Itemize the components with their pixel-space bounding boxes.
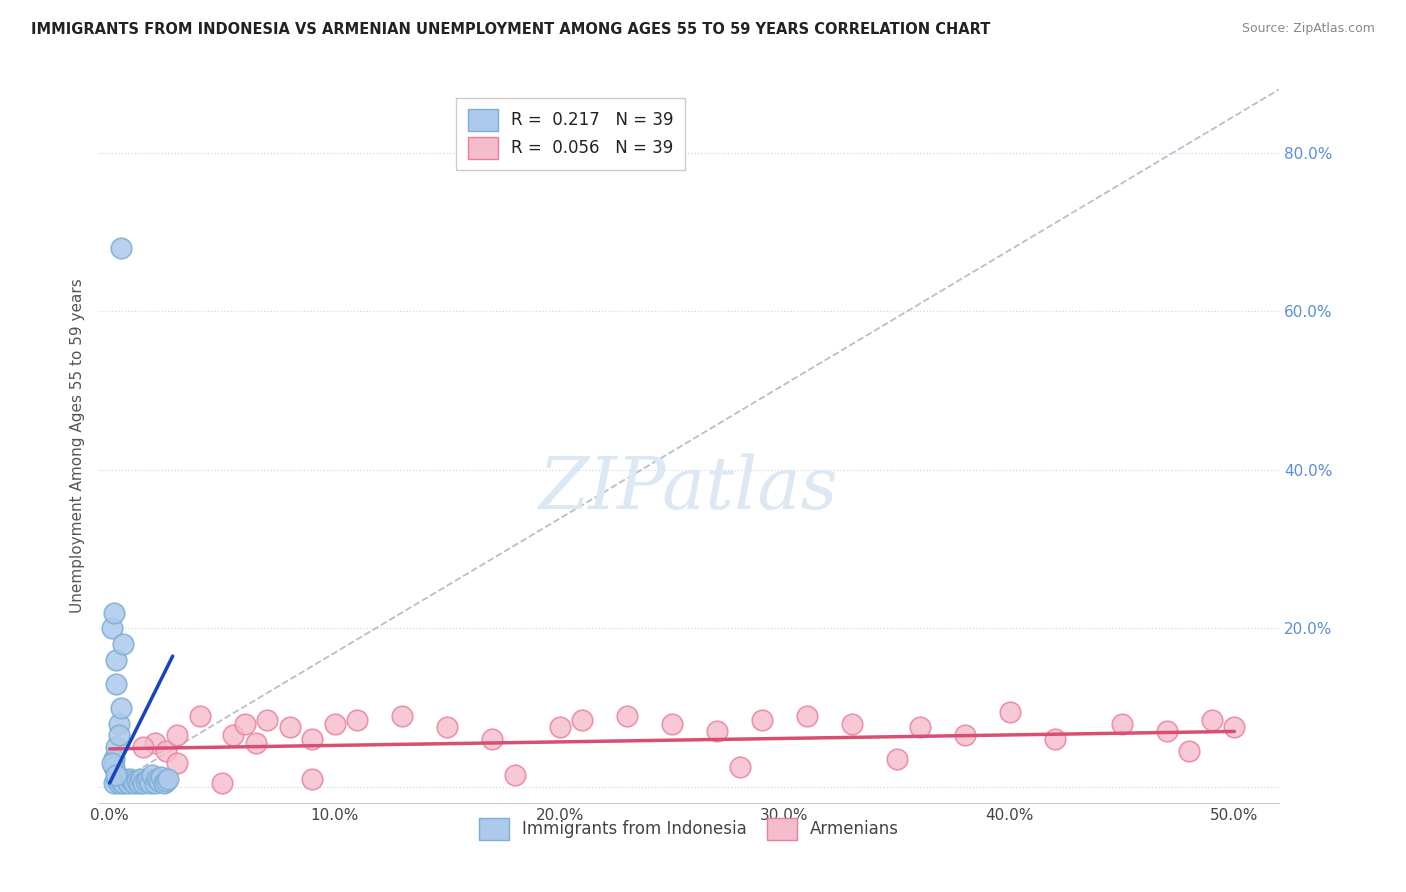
Text: Source: ZipAtlas.com: Source: ZipAtlas.com <box>1241 22 1375 36</box>
Point <box>135 773 157 788</box>
Point <box>112 637 135 651</box>
Point <box>105 653 128 667</box>
Point <box>105 772 128 786</box>
Point <box>998 705 1021 719</box>
Point <box>211 776 233 790</box>
Point <box>301 772 323 786</box>
Point <box>886 752 908 766</box>
Point <box>148 773 170 788</box>
Point <box>114 772 136 786</box>
Point <box>1223 721 1246 735</box>
Point <box>1111 716 1133 731</box>
Point <box>143 776 166 790</box>
Point <box>481 732 503 747</box>
Point <box>105 768 128 782</box>
Point <box>751 713 773 727</box>
Point <box>103 606 125 620</box>
Point <box>117 776 139 790</box>
Point <box>128 776 150 790</box>
Point <box>110 700 132 714</box>
Point <box>728 760 751 774</box>
Point <box>150 771 173 785</box>
Point <box>796 708 818 723</box>
Point <box>222 728 245 742</box>
Point <box>110 241 132 255</box>
Point <box>1156 724 1178 739</box>
Point <box>107 716 129 731</box>
Point <box>141 768 163 782</box>
Point <box>157 772 180 786</box>
Point <box>166 728 188 742</box>
Point <box>1178 744 1201 758</box>
Point <box>101 756 124 771</box>
Point <box>139 776 162 790</box>
Point <box>548 721 571 735</box>
Point <box>323 716 346 731</box>
Point <box>301 732 323 747</box>
Point <box>129 772 152 786</box>
Point <box>155 744 177 758</box>
Point <box>616 708 638 723</box>
Point <box>908 721 931 735</box>
Point <box>110 773 132 788</box>
Point <box>436 721 458 735</box>
Point <box>101 621 124 635</box>
Point <box>124 776 146 790</box>
Point <box>278 721 301 735</box>
Point <box>503 768 526 782</box>
Point <box>103 760 125 774</box>
Point <box>233 716 256 731</box>
Point <box>391 708 413 723</box>
Point <box>155 773 177 788</box>
Point <box>103 776 125 790</box>
Point <box>346 713 368 727</box>
Point <box>103 752 125 766</box>
Point <box>146 772 169 786</box>
Point <box>706 724 728 739</box>
Point <box>245 736 267 750</box>
Point <box>571 713 593 727</box>
Text: ZIPatlas: ZIPatlas <box>538 453 839 524</box>
Point <box>105 740 128 755</box>
Text: IMMIGRANTS FROM INDONESIA VS ARMENIAN UNEMPLOYMENT AMONG AGES 55 TO 59 YEARS COR: IMMIGRANTS FROM INDONESIA VS ARMENIAN UN… <box>31 22 990 37</box>
Point <box>152 776 174 790</box>
Point <box>1043 732 1066 747</box>
Y-axis label: Unemployment Among Ages 55 to 59 years: Unemployment Among Ages 55 to 59 years <box>69 278 84 614</box>
Point <box>1201 713 1223 727</box>
Point <box>256 713 278 727</box>
Point <box>841 716 863 731</box>
Point <box>112 776 135 790</box>
Point <box>132 740 155 755</box>
Point <box>118 772 141 786</box>
Legend: Immigrants from Indonesia, Armenians: Immigrants from Indonesia, Armenians <box>471 810 907 848</box>
Point <box>136 772 159 786</box>
Point <box>953 728 976 742</box>
Point <box>105 677 128 691</box>
Point <box>661 716 683 731</box>
Point <box>125 773 148 788</box>
Point <box>121 773 143 788</box>
Point <box>143 736 166 750</box>
Point <box>188 708 211 723</box>
Point <box>166 756 188 771</box>
Point <box>107 776 129 790</box>
Point <box>107 728 129 742</box>
Point <box>132 776 155 790</box>
